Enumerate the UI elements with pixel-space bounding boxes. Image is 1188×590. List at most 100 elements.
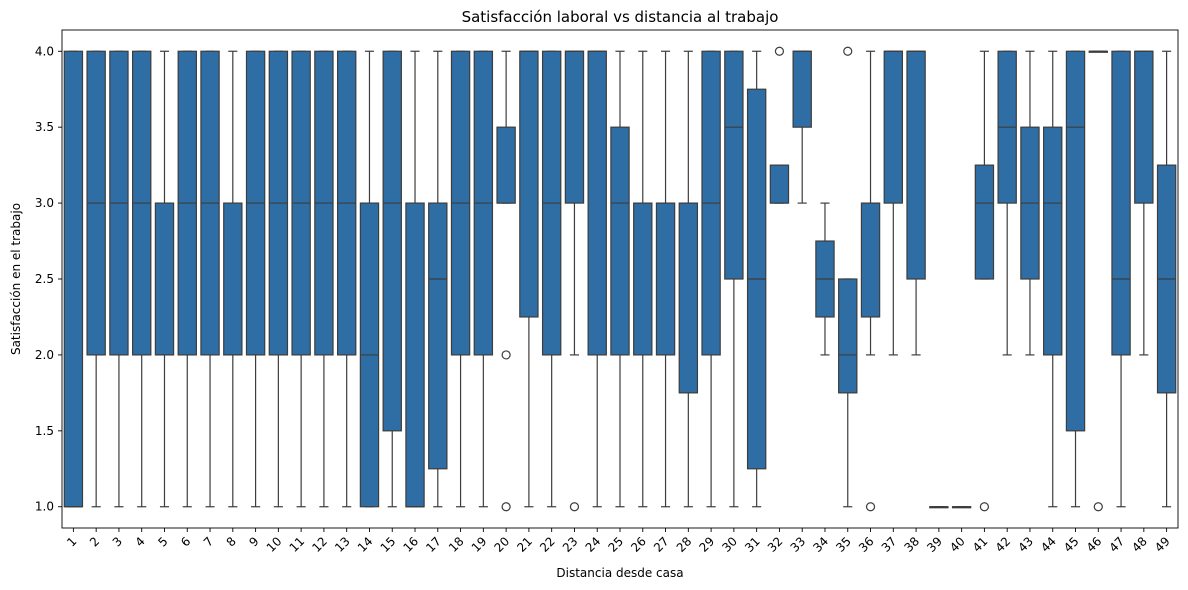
x-tick-label: 27: [651, 534, 672, 555]
box-iqr: [1111, 50, 1131, 356]
box-iqr: [769, 164, 790, 204]
box-46: [1088, 50, 1108, 512]
box-24: [587, 50, 607, 508]
box-17: [428, 50, 448, 508]
box-43: [1020, 50, 1040, 356]
x-tick-label: 20: [492, 534, 513, 555]
box-iqr: [1065, 50, 1086, 432]
box-41: [974, 50, 995, 512]
x-tick-label: 28: [674, 534, 695, 555]
x-tick-label: 32: [765, 534, 786, 555]
box-iqr: [587, 50, 607, 356]
box-2: [86, 50, 106, 508]
x-tick-label: 30: [719, 534, 740, 555]
outlier-point: [569, 502, 580, 512]
x-tick-label: 40: [947, 534, 968, 555]
x-tick-label: 36: [856, 534, 877, 555]
y-tick-label: 4.0: [35, 44, 54, 58]
box-14: [359, 50, 380, 508]
box-45: [1065, 50, 1086, 508]
box-31: [746, 50, 767, 508]
chart-title: Satisfacción laboral vs distancia al tra…: [462, 8, 779, 26]
x-tick-label: 31: [742, 534, 763, 555]
box-iqr: [633, 202, 653, 356]
box-5: [154, 50, 175, 508]
x-tick-label: 2: [87, 534, 102, 549]
x-tick-label: 12: [309, 534, 330, 555]
x-tick-label: 38: [901, 534, 922, 555]
x-tick-label: 21: [514, 534, 535, 555]
box-6: [177, 50, 197, 508]
x-tick-label: 13: [332, 534, 353, 555]
y-tick-label: 2.0: [35, 348, 54, 362]
box-iqr: [610, 126, 630, 356]
x-tick-label: 18: [446, 534, 467, 555]
x-tick-label: 15: [378, 534, 399, 555]
x-tick-label: 24: [583, 534, 604, 555]
outlier-point: [979, 502, 990, 512]
box-19: [473, 50, 494, 508]
box-40: [951, 506, 972, 509]
box-iqr: [1043, 126, 1063, 356]
box-iqr: [792, 50, 812, 128]
x-tick-label: 47: [1106, 534, 1127, 555]
box-iqr: [860, 202, 881, 318]
outlier-point: [843, 46, 853, 56]
y-axis-ticks: 1.0 1.5 2.0 2.5 3.0 3.5 4.0: [35, 44, 62, 514]
box-47: [1111, 50, 1131, 508]
box-iqr: [519, 50, 539, 318]
box-iqr: [655, 202, 676, 356]
box-49: [1156, 50, 1177, 508]
box-33: [792, 50, 812, 204]
x-tick-label: 16: [400, 534, 421, 555]
box-iqr: [382, 50, 402, 432]
box-iqr: [223, 202, 243, 356]
box-iqr: [906, 50, 926, 280]
plot-frame: [61, 29, 1179, 529]
box-42: [997, 50, 1017, 356]
box-iqr: [496, 126, 516, 204]
box-8: [223, 50, 243, 508]
x-tick-label: 7: [201, 534, 216, 549]
box-3: [109, 50, 129, 508]
box-12: [314, 50, 334, 508]
x-tick-label: 4: [133, 534, 148, 549]
outlier-point: [501, 502, 511, 512]
x-tick-label: 48: [1129, 534, 1150, 555]
box-group: [63, 46, 1177, 512]
x-tick-label: 6: [178, 534, 193, 549]
box-iqr: [564, 50, 585, 204]
x-tick-label: 46: [1084, 534, 1105, 555]
x-tick-label: 29: [697, 534, 718, 555]
box-iqr: [838, 278, 858, 394]
box-20: [496, 50, 516, 512]
outlier-point: [774, 46, 785, 56]
box-iqr: [63, 50, 84, 508]
box-39: [929, 506, 949, 509]
x-tick-label: 3: [110, 534, 125, 549]
box-23: [564, 50, 585, 512]
x-tick-label: 33: [788, 534, 809, 555]
outlier-point: [501, 350, 511, 360]
box-10: [268, 50, 289, 508]
box-38: [906, 50, 926, 356]
box-22: [541, 50, 562, 508]
box-iqr: [724, 50, 744, 280]
outlier-point: [865, 502, 876, 512]
box-36: [860, 50, 881, 512]
box-44: [1043, 50, 1063, 508]
x-tick-label: 1: [64, 534, 79, 549]
y-tick-label: 3.0: [35, 196, 54, 210]
x-tick-label: 8: [224, 534, 239, 549]
x-tick-label: 43: [1015, 534, 1036, 555]
box-11: [291, 50, 311, 508]
outlier-point: [1093, 502, 1103, 512]
x-tick-label: 17: [423, 534, 444, 555]
box-30: [724, 50, 744, 508]
y-tick-label: 1.0: [35, 500, 54, 514]
x-tick-label: 26: [628, 534, 649, 555]
x-tick-label: 14: [355, 534, 376, 555]
x-tick-label: 41: [970, 534, 991, 555]
box-21: [519, 50, 539, 508]
